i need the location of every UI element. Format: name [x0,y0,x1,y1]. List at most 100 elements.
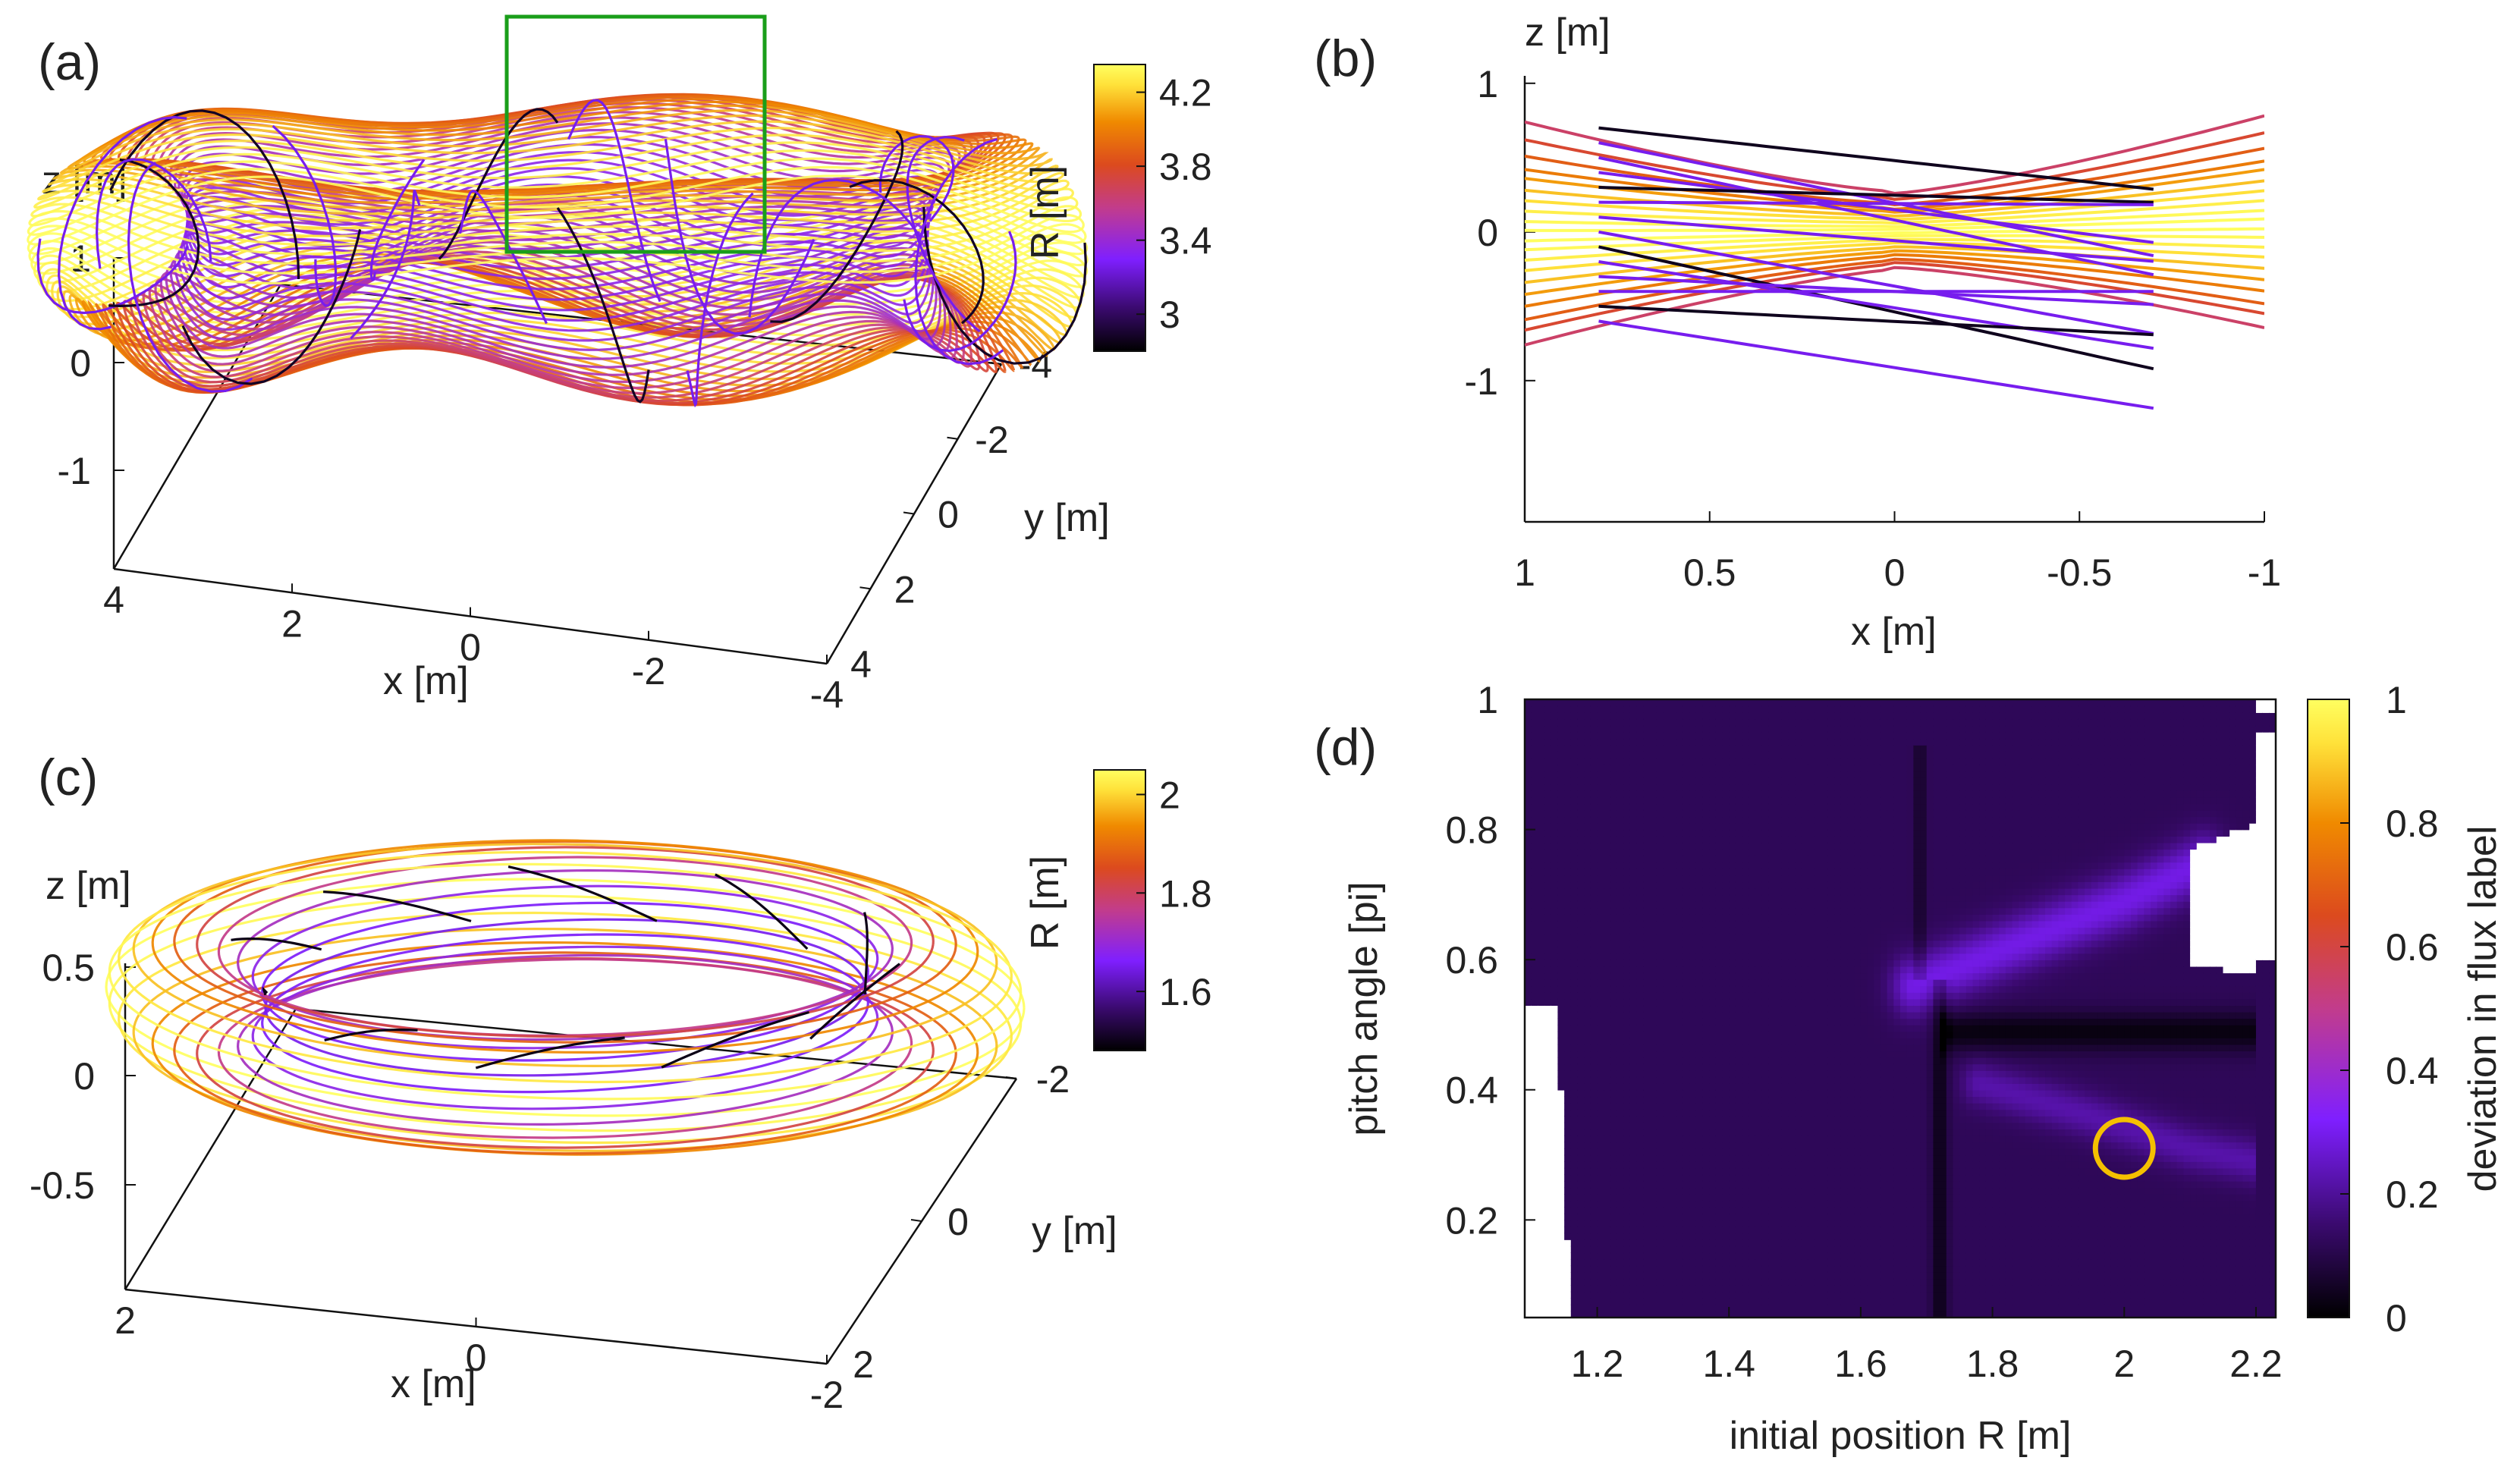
panel-d-heatmap-cell [1597,803,1605,811]
panel-a-field-line [51,114,1053,215]
panel-d-heatmap-cell [1788,718,1796,727]
panel-d-heatmap-cell [1610,790,1618,798]
panel-d-heatmap-cell [1781,829,1789,837]
panel-d-heatmap-cell [1597,1298,1605,1305]
panel-d-heatmap-cell [1729,1096,1736,1104]
panel-d-heatmap-cell [1715,1109,1723,1117]
panel-d-heatmap-cell [1623,1174,1631,1182]
panel-d-heatmap-cell [1670,1135,1677,1143]
panel-d-heatmap-cell [1617,731,1625,740]
panel-d-heatmap-cell [1715,881,1723,889]
panel-d-heatmap-cell [1670,1142,1677,1149]
panel-d-heatmap-cell [1643,1167,1651,1176]
panel-b-field-line [1525,253,2264,308]
panel-d-heatmap-cell [1564,829,1572,837]
panel-d-heatmap-cell [1531,894,1539,902]
panel-d-heatmap-cell [1761,868,1770,876]
panel-d-heatmap-cell [1544,1024,1552,1032]
panel-d-heatmap-cell [1610,842,1618,850]
panel-d-heatmap-cell [1742,1038,1750,1045]
panel-d-heatmap-cell [1742,829,1750,837]
panel-d-heatmap-cell [1709,803,1717,811]
panel-d-heatmap-cell [1742,731,1750,740]
panel-d-heatmap-cell [1768,849,1776,856]
panel-d-heatmap-cell [1775,875,1783,883]
panel-d-heatmap-cell [1676,1245,1684,1254]
panel-d-heatmap-cell [1755,751,1763,759]
panel-d-heatmap-cell [1840,1311,1849,1318]
panel-d-heatmap-cell [1617,868,1625,876]
panel-d-heatmap-cell [1834,1304,1842,1312]
panel-d-heatmap-cell [1564,953,1572,960]
panel-d-heatmap-cell [1821,1031,1829,1038]
panel-d-heatmap-cell [1768,1142,1776,1149]
panel-d-heatmap-cell [1590,823,1598,831]
panel-d-heatmap-cell [1525,1311,1532,1318]
panel-d-heatmap-cell [1761,1207,1770,1214]
panel-d-heatmap-cell [1775,1207,1783,1214]
panel-d-heatmap-cell [1808,960,1815,967]
panel-b-ytick-label: -1 [1465,360,1498,403]
panel-d-heatmap-cell [1795,998,1802,1007]
panel-d-heatmap-cell [1768,816,1776,824]
panel-d-heatmap-cell [1590,1167,1598,1176]
panel-d-heatmap-cell [1656,1044,1664,1052]
panel-d-heatmap-cell [1525,887,1532,896]
panel-d-heatmap-cell [1768,1161,1776,1169]
panel-d-heatmap-cell [1564,933,1572,941]
panel-d-heatmap-cell [1623,1239,1631,1247]
panel-a-field-line [27,165,1085,275]
panel-d-heatmap-cell [1821,927,1829,934]
panel-d-heatmap-cell [1768,947,1776,954]
panel-d-heatmap-cell [1663,992,1670,1000]
panel-d-heatmap-cell [1689,1194,1697,1201]
panel-d-heatmap-cell [1557,1239,1565,1247]
panel-d-heatmap-cell [1695,1226,1704,1234]
panel-d-heatmap-cell [1761,966,1770,974]
panel-d-heatmap-cell [1815,1135,1822,1143]
panel-d-heatmap-cell [1768,796,1776,805]
panel-d-heatmap-cell [1636,758,1645,765]
panel-d-heatmap-cell [1795,842,1802,850]
panel-d-heatmap-cell [1531,1024,1539,1032]
panel-d-heatmap-cell [1761,1063,1770,1071]
panel-d-heatmap-cell [1570,1142,1579,1149]
panel-d-heatmap-cell [1788,758,1796,765]
panel-d-heatmap-cell [1650,1239,1657,1247]
panel-d-heatmap-cell [1715,758,1723,765]
panel-d-heatmap-cell [1610,1142,1618,1149]
panel-d-heatmap-cell [1702,1005,1710,1013]
panel-d-heatmap-cell [1834,849,1842,856]
panel-d-heatmap-cell [1801,1089,1809,1098]
panel-d-heatmap-cell [1840,1044,1849,1052]
panel-d-heatmap-cell [1702,972,1710,980]
panel-d-heatmap-cell [1840,1271,1849,1280]
panel-d-heatmap-cell [1676,894,1684,902]
panel-d-heatmap-cell [1617,1252,1625,1260]
panel-d-heatmap-cell [1795,1194,1802,1201]
panel-d-heatmap-cell [1557,978,1565,987]
panel-d-heatmap-cell [1650,907,1657,915]
panel-d-heatmap-cell [1749,1298,1756,1305]
panel-d-heatmap-cell [1551,1011,1559,1019]
panel-d-heatmap-cell [1815,1161,1822,1169]
panel-d-heatmap-cell [1617,1148,1625,1156]
panel-d-heatmap-cell [1695,855,1704,863]
panel-d-heatmap-cell [1795,1265,1802,1273]
panel-d-heatmap-cell [1755,940,1763,947]
panel-d-heatmap-cell [1590,966,1598,974]
panel-d-heatmap-cell [1801,1278,1809,1286]
panel-d-heatmap-cell [1551,1213,1559,1221]
panel-d-heatmap-cell [1590,1116,1598,1123]
panel-d-heatmap-cell [1629,712,1638,720]
panel-d-heatmap-cell [1689,1018,1697,1026]
panel-d-heatmap-cell [1808,927,1815,934]
panel-d-heatmap-cell [1788,1278,1796,1286]
panel-d-heatmap-cell [1781,738,1789,746]
panel-d-heatmap-cell [1795,978,1802,987]
panel-d-heatmap-cell [1544,1304,1552,1312]
panel-d-heatmap-cell [1538,1207,1545,1214]
panel-d-heatmap-cell [1676,907,1684,915]
panel-d-heatmap-cell [1564,1304,1572,1312]
panel-d-heatmap-cell [1768,1051,1776,1058]
